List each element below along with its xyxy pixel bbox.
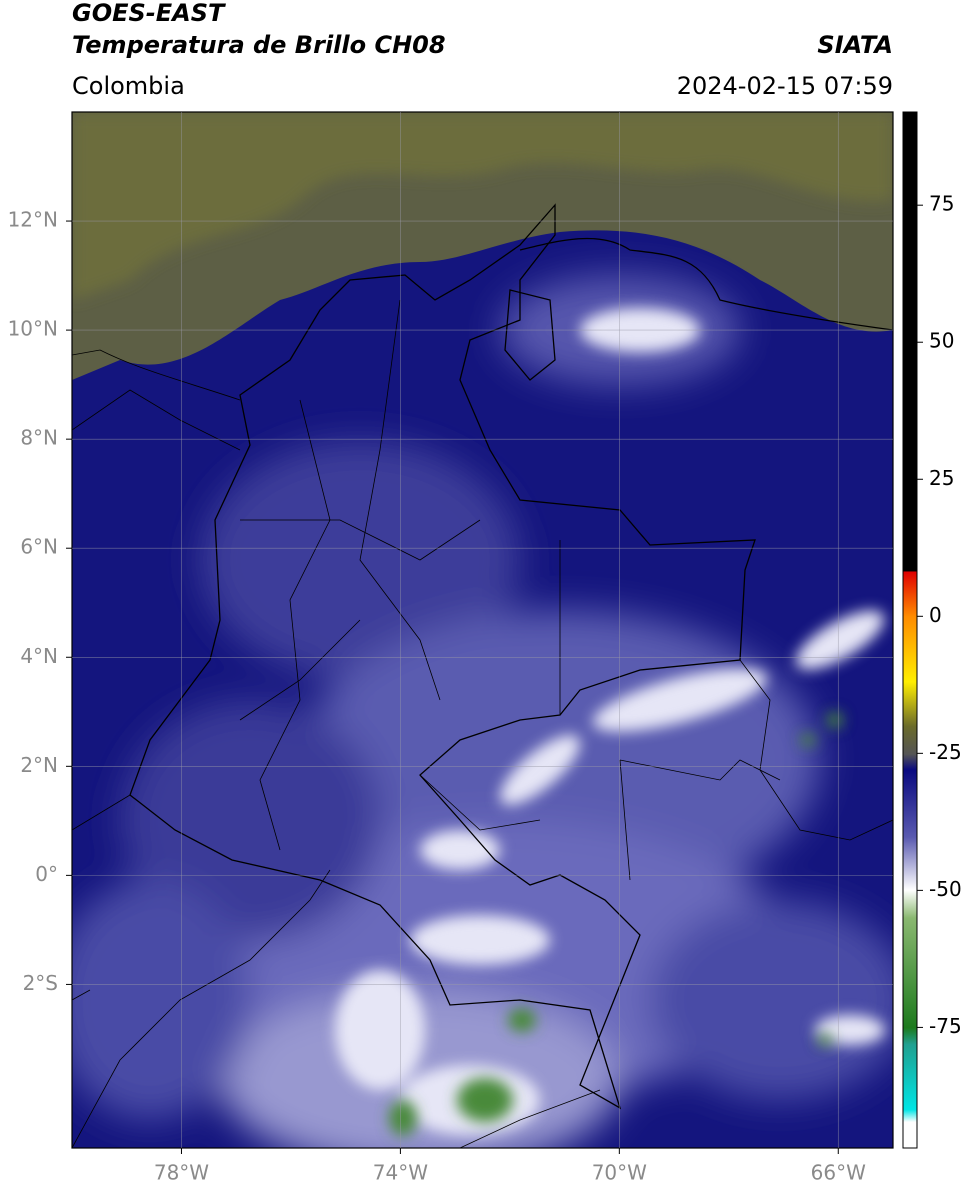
y-tick-label: 10°N xyxy=(8,317,58,341)
colorbar xyxy=(902,111,918,1149)
y-tick-label: 4°N xyxy=(20,644,58,668)
region: Colombia xyxy=(72,72,185,100)
datetime: 2024-02-15 07:59 xyxy=(677,72,893,100)
map-frame xyxy=(71,111,894,1149)
colorbar-tick-label: 75 xyxy=(929,192,954,216)
source: SIATA xyxy=(817,31,893,59)
colorbar-tick-label: 25 xyxy=(929,466,954,490)
subtitle: Temperatura de Brillo CH08 xyxy=(72,31,446,59)
y-tick-label: 2°N xyxy=(20,753,58,777)
y-tick-label: 0° xyxy=(35,862,58,886)
title: GOES-EAST xyxy=(72,0,226,27)
y-tick-label: 12°N xyxy=(8,208,58,232)
y-tick-label: 8°N xyxy=(20,426,58,450)
colorbar-tick-label: -50 xyxy=(929,877,962,901)
x-tick-label: 78°W xyxy=(154,1161,209,1185)
x-tick-label: 74°W xyxy=(373,1161,428,1185)
colorbar-tick-label: -75 xyxy=(929,1014,962,1038)
x-tick-label: 66°W xyxy=(811,1161,866,1185)
colorbar-tick-label: 50 xyxy=(929,329,954,353)
colorbar-tick-label: 0 xyxy=(929,603,942,627)
x-tick-label: 70°W xyxy=(592,1161,647,1185)
colorbar-tick-label: -25 xyxy=(929,740,962,764)
y-tick-label: 6°N xyxy=(20,535,58,559)
y-tick-label: 2°S xyxy=(23,971,58,995)
satellite-image xyxy=(72,112,893,1148)
